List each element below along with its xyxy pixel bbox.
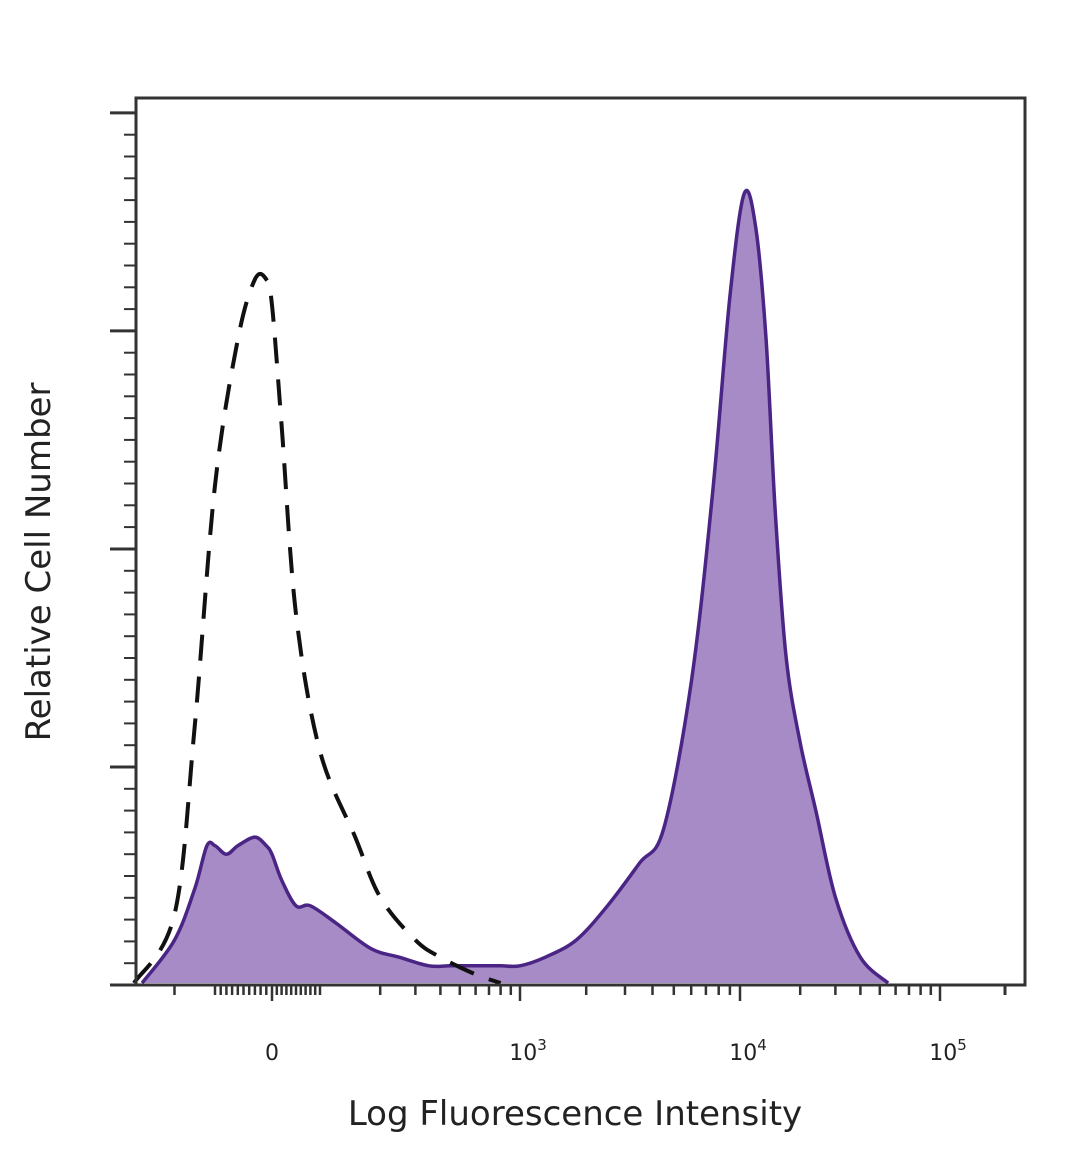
x-axis-label: Log Fluorescence Intensity xyxy=(348,1094,802,1134)
y-axis-label: Relative Cell Number xyxy=(19,383,59,742)
x-axis-ticks: 0 103 104 105 xyxy=(173,985,1007,1066)
x-tick-label: 105 xyxy=(929,1036,967,1066)
y-axis-ticks xyxy=(110,111,136,987)
stained-series-line xyxy=(140,188,890,985)
stained-series-fill xyxy=(142,190,889,983)
x-tick-label: 104 xyxy=(729,1036,767,1066)
plot-frame xyxy=(134,96,1027,987)
control-series-line xyxy=(132,271,502,985)
x-tick-label: 0 xyxy=(265,1041,279,1066)
curves-layer xyxy=(132,188,890,985)
x-tick-label: 103 xyxy=(509,1036,547,1066)
